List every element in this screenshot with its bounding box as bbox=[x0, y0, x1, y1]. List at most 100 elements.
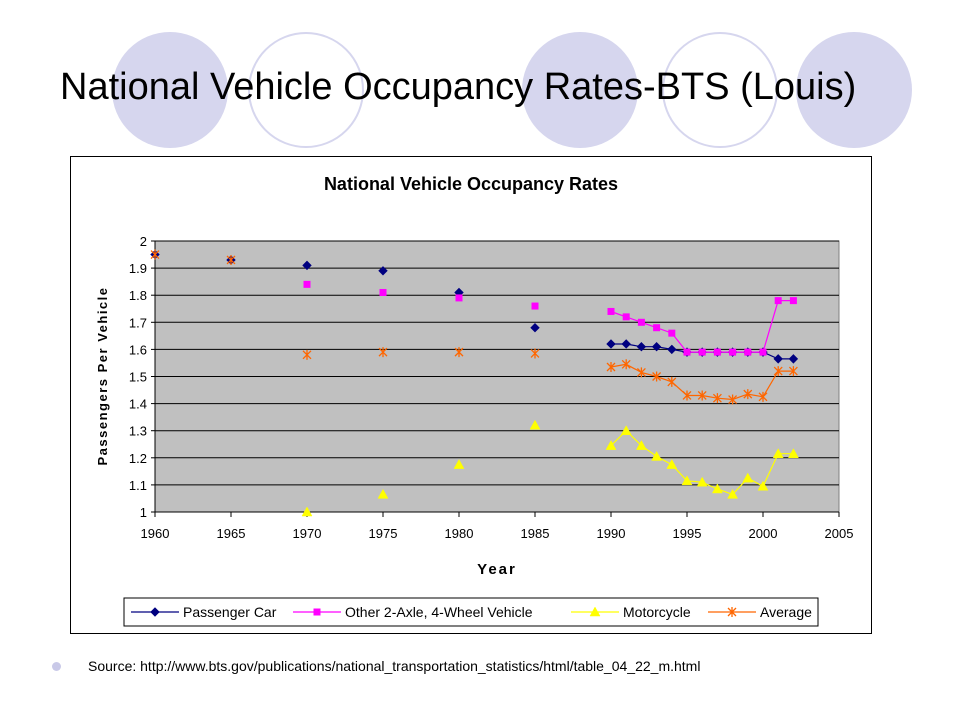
gridlines bbox=[154, 240, 839, 513]
x-axis-label: Year bbox=[477, 561, 517, 578]
data-point bbox=[379, 288, 387, 296]
data-point bbox=[789, 297, 797, 305]
decorative-circle bbox=[522, 32, 638, 148]
legend-marker bbox=[313, 608, 321, 616]
data-point bbox=[653, 324, 661, 332]
legend-marker bbox=[150, 607, 160, 617]
x-tick-label: 1975 bbox=[369, 526, 398, 541]
legend-item: Passenger Car bbox=[131, 604, 277, 620]
data-point bbox=[712, 393, 722, 404]
series-average bbox=[150, 249, 798, 405]
data-point bbox=[698, 348, 706, 356]
data-point bbox=[652, 371, 662, 382]
data-point bbox=[302, 260, 312, 271]
data-point bbox=[622, 313, 630, 321]
x-tick-label: 1985 bbox=[521, 526, 550, 541]
slide-title: National Vehicle Occupancy Rates-BTS (Lo… bbox=[60, 66, 857, 108]
data-point bbox=[788, 354, 799, 364]
y-tick-label: 1.3 bbox=[129, 424, 147, 439]
y-tick-label: 1.9 bbox=[129, 261, 147, 276]
x-tick-label: 1960 bbox=[141, 526, 170, 541]
data-point bbox=[637, 318, 645, 326]
legend-label: Passenger Car bbox=[183, 604, 277, 620]
data-point bbox=[773, 366, 783, 377]
data-point bbox=[150, 249, 160, 260]
data-point bbox=[606, 362, 616, 373]
legend-item: Average bbox=[708, 604, 812, 620]
legend-item: Other 2-Axle, 4-Wheel Vehicle bbox=[293, 604, 533, 620]
y-tick-label: 2 bbox=[140, 234, 147, 249]
legend-marker bbox=[589, 606, 601, 617]
data-point bbox=[455, 294, 463, 302]
series-other-2-axle-4-wheel-vehicle bbox=[303, 280, 797, 356]
data-point bbox=[774, 297, 782, 305]
data-point bbox=[530, 323, 540, 333]
data-point bbox=[607, 307, 615, 315]
y-tick-label: 1.4 bbox=[129, 397, 147, 412]
data-point bbox=[303, 280, 311, 288]
x-tick-label: 2000 bbox=[749, 526, 778, 541]
data-point bbox=[530, 348, 540, 359]
data-point bbox=[606, 339, 616, 349]
y-tick-label: 1.6 bbox=[129, 342, 147, 357]
data-point bbox=[772, 448, 784, 458]
data-point bbox=[728, 394, 738, 405]
bullet-icon bbox=[52, 662, 61, 671]
y-tick-label: 1.1 bbox=[129, 478, 147, 493]
data-point bbox=[667, 344, 677, 355]
data-point bbox=[301, 506, 313, 517]
data-point bbox=[757, 480, 769, 491]
data-point bbox=[668, 329, 676, 337]
data-point bbox=[711, 483, 723, 494]
chart-title: National Vehicle Occupancy Rates bbox=[324, 174, 618, 194]
data-series bbox=[150, 249, 799, 517]
data-point bbox=[651, 450, 663, 461]
data-point bbox=[743, 389, 753, 400]
data-point bbox=[377, 488, 389, 499]
x-tick-label: 1970 bbox=[293, 526, 322, 541]
y-axis-ticks: 1 1.1 1.2 1.3 1.4 1.5 1.6 1.7 1.8 1.9 2 bbox=[129, 234, 155, 520]
y-tick-label: 1.8 bbox=[129, 288, 147, 303]
data-point bbox=[378, 266, 388, 276]
series-motorcycle bbox=[301, 419, 799, 517]
data-point bbox=[758, 391, 768, 402]
legend-marker bbox=[727, 607, 737, 617]
data-point bbox=[621, 359, 631, 370]
decorative-circle bbox=[662, 32, 778, 148]
data-point bbox=[773, 354, 783, 364]
data-point bbox=[651, 341, 662, 352]
x-tick-label: 1965 bbox=[217, 526, 246, 541]
data-point bbox=[713, 348, 721, 356]
y-tick-label: 1.5 bbox=[129, 370, 147, 385]
data-point bbox=[788, 366, 798, 377]
data-point bbox=[621, 339, 631, 349]
data-point bbox=[683, 348, 691, 356]
data-point bbox=[729, 348, 737, 356]
legend-box bbox=[123, 597, 819, 627]
legend-label: Other 2-Axle, 4-Wheel Vehicle bbox=[345, 604, 533, 620]
legend-label: Average bbox=[760, 604, 812, 620]
data-point bbox=[787, 448, 799, 458]
x-tick-label: 2005 bbox=[825, 526, 854, 541]
y-tick-label: 1 bbox=[140, 505, 147, 520]
data-point bbox=[226, 254, 236, 265]
data-point bbox=[759, 348, 767, 356]
x-tick-label: 1990 bbox=[597, 526, 626, 541]
data-point bbox=[727, 488, 739, 499]
x-tick-label: 1980 bbox=[445, 526, 474, 541]
data-point bbox=[453, 459, 465, 469]
y-axis-label: Passengers Per Vehicle bbox=[95, 287, 110, 466]
data-point bbox=[682, 390, 692, 401]
data-point bbox=[620, 425, 632, 435]
y-tick-label: 1.2 bbox=[129, 451, 147, 466]
data-point bbox=[378, 347, 388, 358]
data-point bbox=[635, 440, 647, 450]
data-point bbox=[529, 419, 541, 430]
decorative-circle bbox=[796, 32, 912, 148]
data-point bbox=[744, 348, 752, 356]
x-axis-ticks: 1960 1965 1970 1975 1980 1985 1990 1995 2000 2005 bbox=[141, 512, 854, 541]
data-point bbox=[531, 302, 539, 310]
data-point bbox=[454, 347, 464, 358]
data-point bbox=[302, 349, 312, 360]
occupancy-chart: National Vehicle Occupancy Rates 1 1.1 1.2… bbox=[95, 174, 854, 627]
